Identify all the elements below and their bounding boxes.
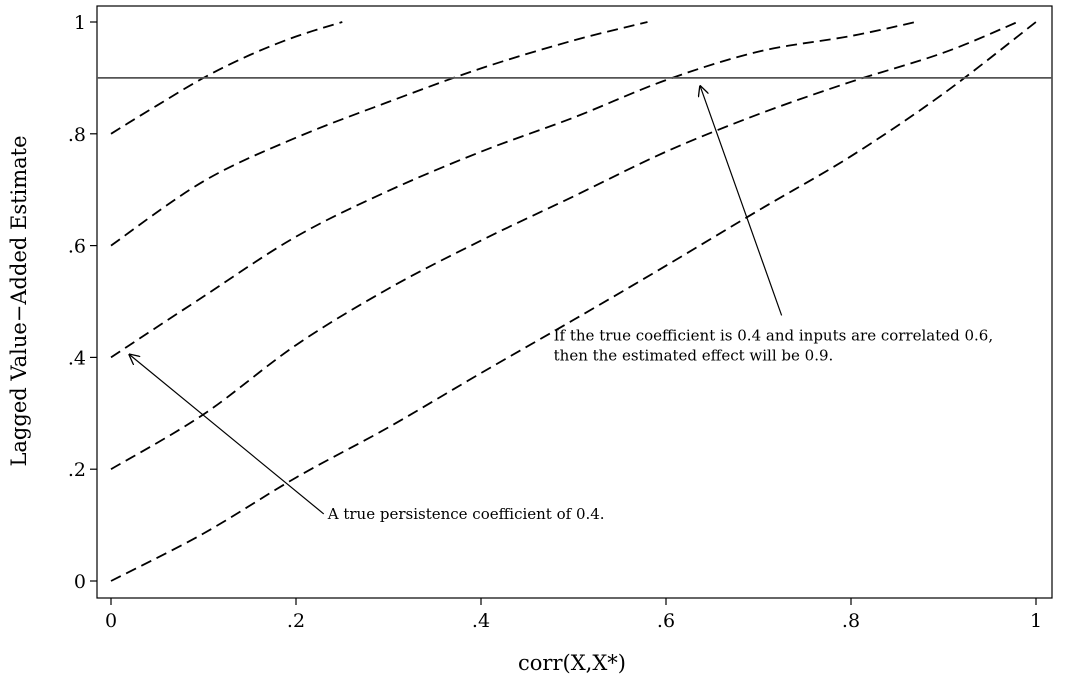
- x-tick-label: 1: [1030, 610, 1042, 632]
- x-tick-label: .8: [842, 610, 860, 632]
- annotation-arrow: [130, 355, 325, 515]
- series-line-1: [110, 21, 343, 135]
- y-tick-label: .4: [68, 347, 86, 369]
- y-tick-label: 0: [74, 571, 86, 593]
- y-tick-label: .2: [68, 459, 86, 481]
- y-tick-label: .8: [68, 124, 86, 146]
- x-tick-label: .6: [657, 610, 675, 632]
- x-tick-label: .2: [287, 610, 305, 632]
- series-line-2: [110, 21, 648, 247]
- y-tick-label: .6: [68, 236, 86, 258]
- annotation-arrow: [700, 86, 783, 316]
- x-tick-label: 0: [105, 610, 117, 632]
- x-tick-label: .4: [472, 610, 490, 632]
- series-line-4: [110, 21, 1018, 470]
- annotation-text: A true persistence coefficient of 0.4.: [327, 505, 605, 523]
- annotation-text: If the true coefficient is 0.4 and input…: [554, 326, 994, 364]
- series-line-3: [110, 21, 916, 359]
- series-line-5: [110, 21, 1037, 582]
- x-axis-title: corr(X,X*): [518, 651, 626, 675]
- y-axis-title: Lagged Value−Added Estimate: [7, 135, 31, 466]
- y-tick-label: 1: [74, 12, 86, 34]
- plot-frame: [96, 5, 1053, 599]
